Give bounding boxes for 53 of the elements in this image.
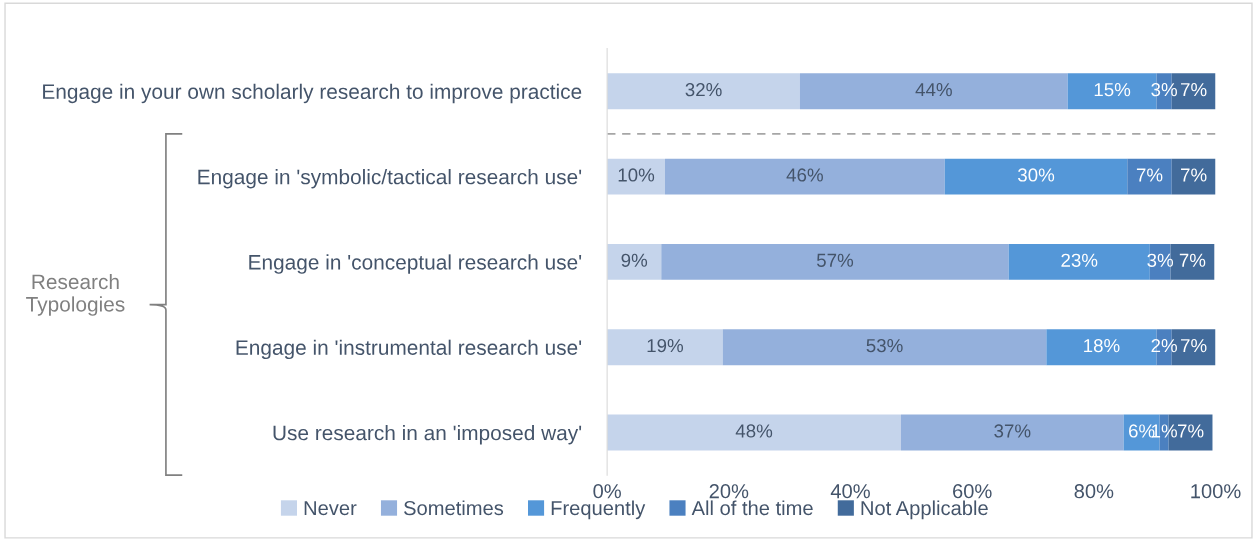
bar xyxy=(722,329,1047,366)
bar xyxy=(607,329,723,366)
y-tick-label: Engage in 'conceptual research use' xyxy=(249,254,582,274)
data-label: 3% xyxy=(1147,253,1174,267)
y-tick-label: Engage in 'instrumental research use' xyxy=(236,339,582,360)
data-label: 57% xyxy=(816,253,854,267)
x-tick-label: 100% xyxy=(1191,484,1241,499)
y-tick-label: Engage in 'symbolic/tactical research use' xyxy=(198,169,582,189)
x-tick-label: 60% xyxy=(953,484,992,499)
x-tick-label: 20% xyxy=(709,484,749,499)
data-label: 44% xyxy=(915,83,952,97)
bar xyxy=(1127,158,1172,195)
data-label: 23% xyxy=(1061,253,1098,267)
legend-label: All of the time xyxy=(691,500,813,516)
text: Research Typologies xyxy=(26,273,125,316)
bar xyxy=(661,243,1009,280)
bar xyxy=(607,414,901,451)
bar xyxy=(799,73,1068,110)
bar xyxy=(607,158,665,195)
data-label: 32% xyxy=(685,83,722,97)
data-label: 7% xyxy=(1181,339,1207,353)
x-tick-label: 80% xyxy=(1074,484,1114,499)
data-label: 7% xyxy=(1181,168,1207,182)
data-label: 2% xyxy=(1151,338,1177,353)
y-tick-label: Engage in your own scholarly research to improve practice xyxy=(43,83,582,104)
bar xyxy=(607,243,662,280)
data-label: 10% xyxy=(618,168,655,182)
bar xyxy=(607,73,800,110)
data-label: 9% xyxy=(621,253,648,267)
data-label: 7% xyxy=(1177,424,1204,438)
data-label: 37% xyxy=(994,424,1031,438)
data-label: 15% xyxy=(1094,83,1131,97)
data-label: 7% xyxy=(1179,253,1206,267)
data-label: 7% xyxy=(1136,168,1163,182)
data-label: 53% xyxy=(866,338,903,353)
legend-label: Frequently xyxy=(551,500,646,520)
x-tick-label: 40% xyxy=(830,484,870,499)
data-label: 46% xyxy=(786,168,823,182)
data-label: 18% xyxy=(1084,338,1120,353)
data-label: 30% xyxy=(1018,168,1055,182)
legend-label: Never xyxy=(304,501,357,516)
data-label: 19% xyxy=(647,338,684,353)
legend-label: Sometimes xyxy=(404,500,504,516)
data-label: 48% xyxy=(735,424,773,438)
bar xyxy=(1171,158,1216,195)
bar xyxy=(664,158,945,195)
bar xyxy=(944,158,1128,195)
data-label: 7% xyxy=(1181,83,1207,97)
bar xyxy=(900,414,1124,451)
x-tick-label: 0% xyxy=(593,484,621,499)
data-label: 3% xyxy=(1151,83,1177,97)
legend-label: Not Applicable xyxy=(861,500,988,520)
y-tick-label: Use research in an 'imposed way' xyxy=(273,424,582,445)
